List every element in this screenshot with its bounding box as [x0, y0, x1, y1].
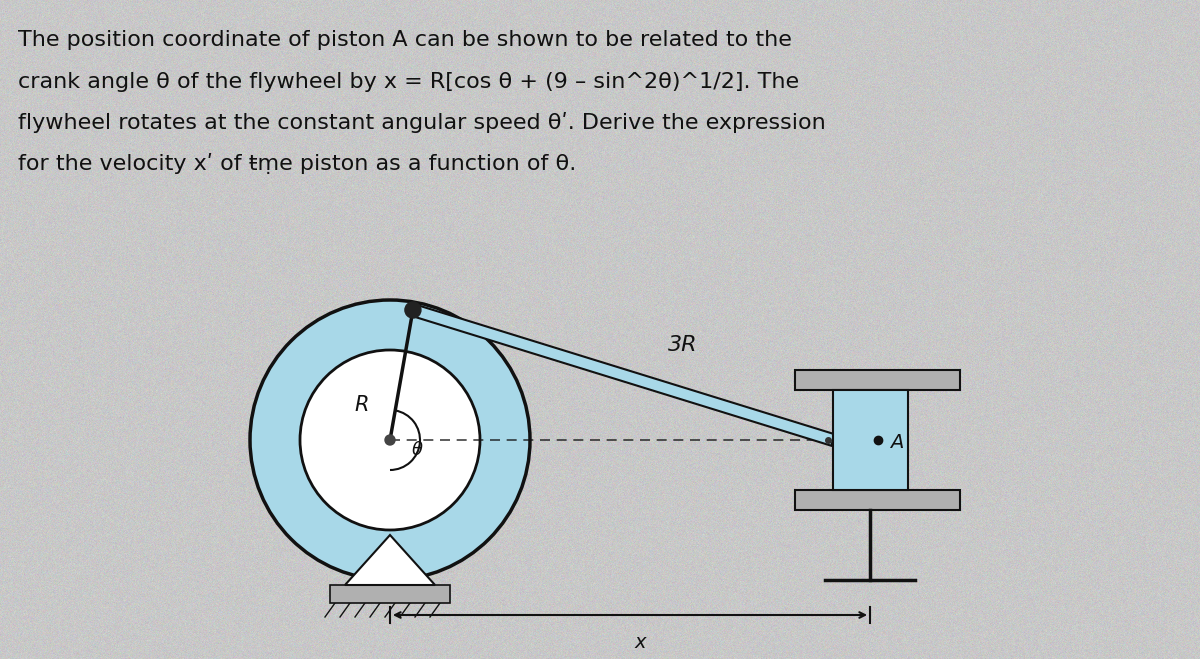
Text: A: A — [890, 434, 904, 453]
Text: R: R — [355, 395, 370, 415]
Bar — [833, 390, 908, 490]
Text: 3R: 3R — [668, 335, 697, 355]
Circle shape — [250, 300, 530, 580]
Circle shape — [300, 350, 480, 530]
Text: x: x — [635, 633, 646, 652]
Polygon shape — [412, 304, 835, 445]
Text: crank angle θ of the flywheel by x = R[cos θ + (9 – sin^2θ)^1/2]. The: crank angle θ of the flywheel by x = R[c… — [18, 72, 799, 92]
Bar — [330, 585, 450, 603]
Bar — [796, 490, 960, 510]
Text: θ: θ — [412, 441, 424, 459]
Circle shape — [385, 435, 395, 445]
Text: for the velocity xʹ of ŧṃe piston as a function of θ.: for the velocity xʹ of ŧṃe piston as a f… — [18, 153, 576, 174]
Circle shape — [404, 302, 421, 318]
Text: The position coordinate of piston A can be shown to be related to the: The position coordinate of piston A can … — [18, 30, 792, 50]
Text: flywheel rotates at the constant angular speed θʹ. Derive the expression: flywheel rotates at the constant angular… — [18, 112, 826, 133]
Bar — [796, 370, 960, 390]
Polygon shape — [346, 535, 436, 585]
